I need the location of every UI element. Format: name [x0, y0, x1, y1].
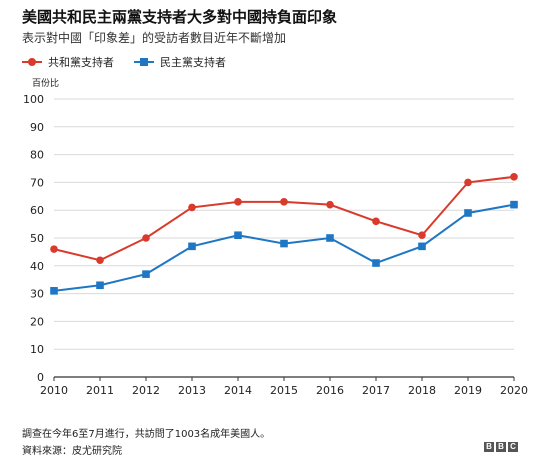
bbc-logo-b2: B — [496, 442, 506, 452]
y-tick-label: 20 — [30, 315, 44, 328]
y-tick-label: 80 — [30, 149, 44, 162]
series-line-republican — [53, 175, 515, 262]
y-axis-label: 百份比 — [32, 77, 59, 89]
x-tick-label: 2019 — [454, 384, 482, 397]
y-tick-label: 60 — [30, 204, 44, 217]
y-tick-label: 0 — [37, 371, 44, 384]
y-tick-label: 40 — [30, 260, 44, 273]
x-tick-label: 2017 — [362, 384, 390, 397]
data-point-democrat — [188, 242, 196, 251]
x-tick-label: 2018 — [408, 384, 436, 397]
x-tick-label: 2013 — [178, 384, 206, 397]
data-point-republican — [142, 234, 150, 242]
data-point-democrat — [326, 234, 334, 242]
data-point-republican — [464, 178, 472, 187]
data-point-democrat — [510, 200, 518, 209]
chart-subtitle: 表示對中國「印象差」的受訪者數目近年不斷增加 — [22, 31, 287, 45]
y-tick-label: 10 — [30, 343, 44, 356]
legend-label-republican: 共和黨支持者 — [48, 56, 114, 69]
y-tick-label: 100 — [23, 93, 44, 106]
x-tick-label: 2014 — [224, 384, 252, 397]
data-point-democrat — [372, 259, 380, 267]
x-tick-label: 2012 — [132, 384, 160, 397]
series-line-democrat — [53, 203, 515, 292]
chart-footnote: 調查在今年6至7月進行，共訪問了1003名成年美國人。 — [22, 429, 271, 440]
bbc-logo-b1: B — [484, 442, 494, 452]
data-point-republican — [280, 198, 288, 206]
legend-swatch-republican — [22, 58, 42, 66]
bbc-logo: B B C — [482, 442, 518, 452]
data-point-republican — [234, 198, 242, 206]
data-point-republican — [188, 203, 196, 212]
data-point-republican — [50, 245, 58, 253]
chart-title: 美國共和民主兩黨支持者大多對中國持負面印象 — [22, 8, 338, 26]
y-tick-label: 70 — [30, 176, 44, 189]
legend-swatch-democrat — [134, 58, 154, 66]
chart-source: 資料來源：皮尤研究院 — [22, 446, 122, 457]
y-tick-label: 90 — [30, 121, 44, 134]
data-point-republican — [372, 217, 380, 226]
x-tick-label: 2020 — [500, 384, 528, 397]
chart-legend: 共和黨支持者 民主黨支持者 — [22, 54, 246, 70]
x-tick-label: 2015 — [270, 384, 298, 397]
y-tick-label: 50 — [30, 232, 44, 245]
data-point-democrat — [142, 270, 150, 278]
x-tick-label: 2010 — [40, 384, 68, 397]
legend-item-democrat: 民主黨支持者 — [134, 54, 226, 70]
data-point-democrat — [50, 287, 58, 295]
x-tick-label: 2016 — [316, 384, 344, 397]
y-tick-label: 30 — [30, 288, 44, 301]
legend-label-democrat: 民主黨支持者 — [160, 56, 226, 69]
data-point-republican — [326, 200, 334, 209]
data-point-republican — [96, 256, 104, 265]
data-point-democrat — [418, 242, 426, 251]
bbc-logo-c: C — [508, 442, 518, 452]
data-point-republican — [418, 231, 426, 240]
data-point-democrat — [234, 231, 242, 240]
data-point-democrat — [96, 281, 104, 290]
legend-item-republican: 共和黨支持者 — [22, 54, 114, 70]
data-point-democrat — [464, 209, 472, 217]
data-point-democrat — [280, 239, 288, 248]
data-point-republican — [510, 173, 518, 181]
x-tick-label: 2011 — [86, 384, 114, 397]
